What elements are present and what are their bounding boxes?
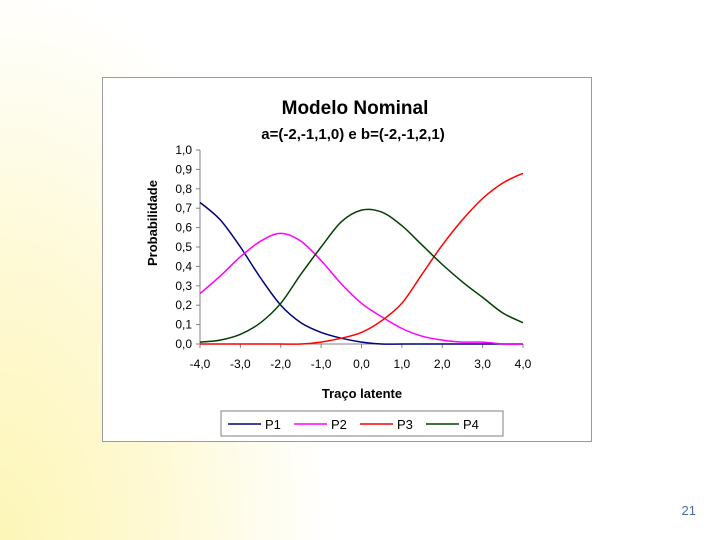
chart-svg: Modelo Nominal a=(-2,-1,1,0) e b=(-2,-1,… — [145, 98, 532, 437]
series-line-p3 — [200, 172, 524, 345]
y-tick-label: 0,1 — [175, 318, 192, 332]
y-axis-label: Probabilidade — [145, 180, 160, 266]
y-tick-label: 0,3 — [175, 279, 192, 293]
x-axis-label: Traço latente — [322, 386, 402, 401]
x-tick-label: -4,0 — [190, 357, 211, 371]
legend: P1 P2 P3 P4 — [220, 410, 504, 437]
series-line-p1 — [199, 201, 523, 345]
legend-label-p4: P4 — [463, 417, 479, 432]
series-line-p4 — [199, 208, 524, 343]
y-tick-label: 0,0 — [175, 337, 192, 351]
x-tick-label: 2,0 — [434, 357, 451, 371]
x-tick-label: -1,0 — [311, 357, 332, 371]
y-tick-label: 0,2 — [175, 298, 192, 312]
x-tick-label: -2,0 — [270, 357, 291, 371]
x-tick-label: 4,0 — [515, 357, 532, 371]
series-line-p2 — [199, 232, 524, 345]
chart-area: Modelo Nominal a=(-2,-1,1,0) e b=(-2,-1,… — [102, 77, 592, 442]
y-tick-label: 0,9 — [175, 162, 192, 176]
y-tick-label: 0,8 — [175, 182, 192, 196]
y-tick-label: 0,5 — [175, 240, 192, 254]
y-tick-label: 0,7 — [175, 201, 192, 215]
legend-label-p2: P2 — [331, 417, 347, 432]
x-tick-label: -3,0 — [230, 357, 251, 371]
x-tick-label: 0,0 — [353, 357, 370, 371]
legend-label-p3: P3 — [397, 417, 413, 432]
y-tick-label: 0,6 — [175, 221, 192, 235]
legend-label-p1: P1 — [265, 417, 281, 432]
y-tick-label: 0,4 — [175, 259, 192, 273]
page-number: 21 — [681, 503, 696, 518]
axes: 0,0 0,1 0,2 0,3 0,4 0,5 0,6 0,7 0,8 0,9 1,0 -4,0 -3,… — [175, 143, 531, 371]
series-lines — [199, 172, 524, 345]
chart-subtitle: a=(-2,-1,1,0) e b=(-2,-1,2,1) — [261, 126, 444, 143]
x-tick-label: 3,0 — [474, 357, 491, 371]
y-tick-label: 1,0 — [175, 143, 192, 157]
x-tick-label: 1,0 — [394, 357, 411, 371]
chart-title: Modelo Nominal — [282, 98, 429, 119]
